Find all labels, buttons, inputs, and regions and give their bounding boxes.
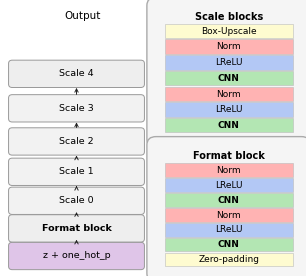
FancyBboxPatch shape xyxy=(165,55,293,70)
FancyBboxPatch shape xyxy=(147,137,306,276)
Text: LReLU: LReLU xyxy=(215,225,242,234)
Text: Norm: Norm xyxy=(216,90,241,99)
Text: Scale 2: Scale 2 xyxy=(59,137,94,146)
FancyBboxPatch shape xyxy=(9,215,144,242)
FancyBboxPatch shape xyxy=(165,253,293,266)
FancyBboxPatch shape xyxy=(165,118,293,132)
Text: Zero-padding: Zero-padding xyxy=(198,255,259,264)
Text: CNN: CNN xyxy=(218,121,240,130)
FancyBboxPatch shape xyxy=(9,158,144,185)
Text: CNN: CNN xyxy=(218,240,240,249)
Text: LReLU: LReLU xyxy=(215,105,242,114)
Text: Box-Upscale: Box-Upscale xyxy=(201,27,256,36)
FancyBboxPatch shape xyxy=(165,238,293,251)
Text: Scale 0: Scale 0 xyxy=(59,196,94,205)
FancyBboxPatch shape xyxy=(165,39,293,54)
FancyBboxPatch shape xyxy=(165,223,293,237)
FancyBboxPatch shape xyxy=(165,163,293,177)
Text: LReLU: LReLU xyxy=(215,181,242,190)
FancyBboxPatch shape xyxy=(147,0,306,148)
Text: Scale 4: Scale 4 xyxy=(59,69,94,78)
FancyBboxPatch shape xyxy=(165,193,293,207)
Text: z + one_hot_p: z + one_hot_p xyxy=(43,251,110,261)
Text: LReLU: LReLU xyxy=(215,58,242,67)
FancyBboxPatch shape xyxy=(165,208,293,222)
FancyBboxPatch shape xyxy=(9,187,144,214)
FancyBboxPatch shape xyxy=(9,128,144,155)
Text: Scale 3: Scale 3 xyxy=(59,104,94,113)
Text: Norm: Norm xyxy=(216,43,241,52)
FancyBboxPatch shape xyxy=(9,242,144,270)
Text: Output: Output xyxy=(65,11,101,21)
Text: CNN: CNN xyxy=(218,74,240,83)
FancyBboxPatch shape xyxy=(9,60,144,87)
FancyBboxPatch shape xyxy=(165,24,293,38)
FancyBboxPatch shape xyxy=(165,102,293,117)
Text: Scale 1: Scale 1 xyxy=(59,167,94,176)
FancyBboxPatch shape xyxy=(165,71,293,85)
Text: CNN: CNN xyxy=(218,196,240,205)
Text: Norm: Norm xyxy=(216,166,241,175)
Text: Format block: Format block xyxy=(42,224,111,233)
Text: Norm: Norm xyxy=(216,211,241,219)
Text: Format block: Format block xyxy=(193,151,265,161)
FancyBboxPatch shape xyxy=(9,95,144,122)
FancyBboxPatch shape xyxy=(165,178,293,192)
Text: Scale blocks: Scale blocks xyxy=(195,12,263,22)
FancyBboxPatch shape xyxy=(165,86,293,101)
